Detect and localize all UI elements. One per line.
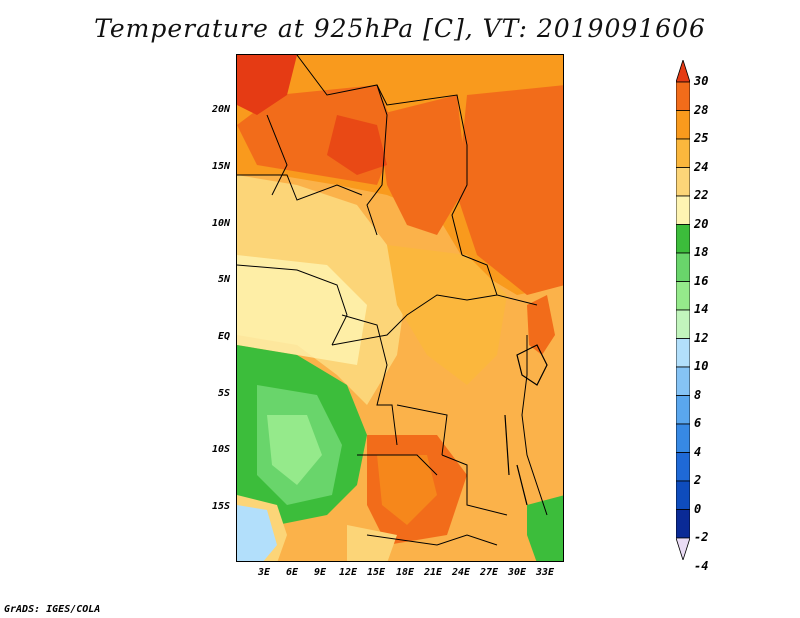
y-axis-label-10n: 10N [211, 218, 230, 229]
colorbar [676, 60, 690, 560]
colorbar-tick-label: 20 [694, 216, 709, 231]
colorbar-tick-label: 25 [694, 131, 709, 145]
x-axis-label-3e: 3E [257, 567, 271, 578]
x-axis-label-6e: 6E [285, 567, 299, 578]
colorbar-tick-label: 16 [694, 273, 709, 288]
colorbar-segment [676, 480, 690, 510]
colorbar-bottom-arrow [676, 537, 690, 560]
y-axis-label-20n: 20N [211, 104, 230, 115]
colorbar-segment [676, 138, 690, 168]
colorbar-segment [676, 195, 690, 225]
colorbar-tick-label: 18 [694, 245, 709, 259]
x-axis-label-18e: 18E [395, 567, 415, 578]
colorbar-segment [676, 309, 690, 339]
colorbar-top-arrow [676, 60, 690, 83]
colorbar-tick-label: -4 [694, 558, 709, 573]
x-axis-label-12e: 12E [338, 567, 358, 578]
colorbar-segment [676, 423, 690, 453]
colorbar-tick-label: 2 [694, 473, 702, 487]
colorbar-segment [676, 252, 690, 282]
colorbar-segment [676, 224, 690, 254]
colorbar-tick-label: 12 [694, 330, 709, 345]
colorbar-tick-label: 24 [694, 159, 709, 174]
x-axis-label-9e: 9E [313, 567, 327, 578]
colorbar-segment [676, 452, 690, 482]
map-title: Temperature at 925hPa [C], VT: 201909160… [94, 14, 706, 43]
colorbar-segment [676, 167, 690, 197]
colorbar-segment [676, 338, 690, 368]
colorbar-tick-label: 8 [694, 387, 702, 402]
colorbar-segment [676, 281, 690, 311]
colorbar-segment [676, 509, 690, 539]
y-axis-label-15n: 15N [211, 161, 230, 172]
colorbar-segment [676, 366, 690, 396]
colorbar-tick-label: 14 [694, 302, 709, 316]
colorbar-tick-label: -2 [694, 530, 709, 544]
x-axis-label-24e: 24E [451, 567, 471, 578]
x-axis-label-15e: 15E [366, 567, 386, 578]
colorbar-tick-label: 10 [694, 359, 709, 373]
colorbar-segment [676, 395, 690, 425]
y-axis-label-5n: 5N [217, 274, 230, 285]
colorbar-segment [676, 81, 690, 111]
x-axis-label-33e: 33E [535, 567, 555, 578]
y-axis-label-15s: 15S [211, 501, 230, 512]
y-axis-label-eq: EQ [217, 331, 230, 342]
y-axis-label-5s: 5S [217, 388, 230, 399]
x-axis-label-27e: 27E [479, 567, 499, 578]
temperature-field [237, 55, 563, 561]
colorbar-tick-label: 4 [694, 444, 702, 459]
x-axis-label-30e: 30E [507, 567, 527, 578]
colorbar-tick-label: 22 [694, 188, 709, 202]
x-axis-label-21e: 21E [423, 567, 443, 578]
temperature-map [236, 54, 564, 562]
colorbar-tick-label: 30 [694, 74, 709, 88]
colorbar-tick-label: 0 [694, 501, 702, 516]
colorbar-segment [676, 110, 690, 140]
colorbar-tick-label: 28 [694, 102, 709, 117]
footer-credit: GrADS: IGES/COLA [4, 604, 101, 615]
y-axis-label-10s: 10S [211, 444, 230, 455]
colorbar-tick-label: 6 [694, 416, 702, 430]
